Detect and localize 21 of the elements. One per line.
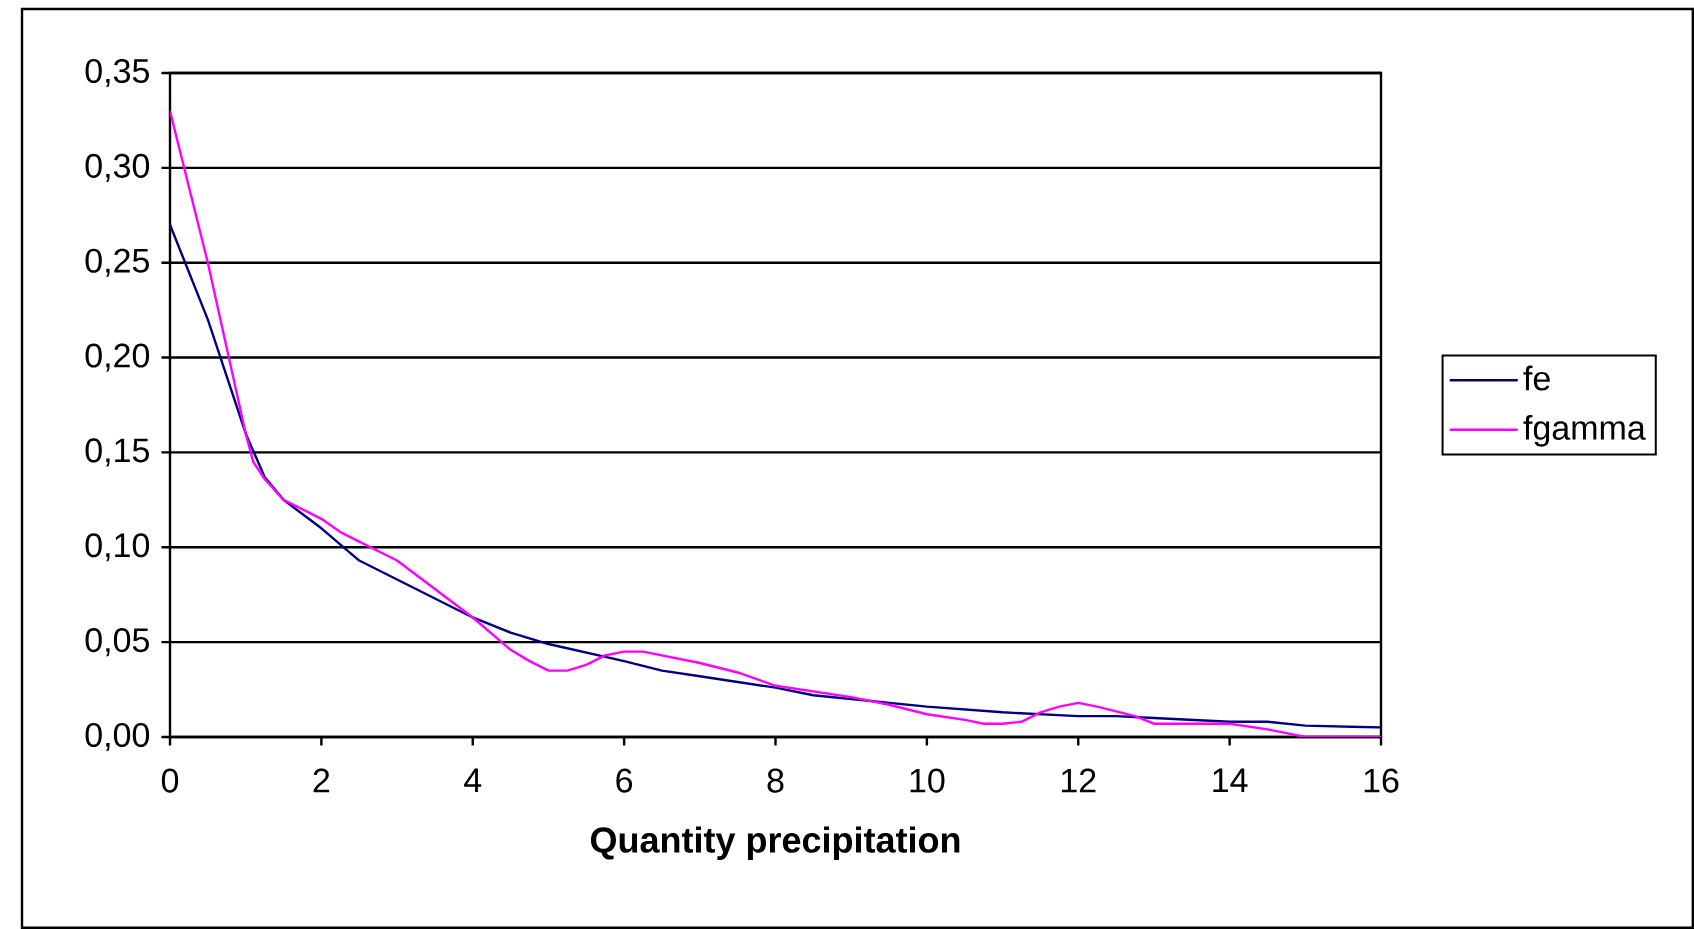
x-tick-label: 10 bbox=[910, 768, 945, 793]
y-tick-label: 0,20 bbox=[85, 343, 150, 372]
y-tick-label: 0,00 bbox=[85, 722, 150, 752]
legend-label: fgamma bbox=[1523, 415, 1646, 447]
x-tick-label: 8 bbox=[767, 768, 784, 793]
x-tick-label: 6 bbox=[616, 768, 633, 793]
y-tick-label: 0,05 bbox=[85, 628, 149, 657]
y-tick-label: 0,30 bbox=[85, 153, 150, 182]
x-tick-label: 14 bbox=[1213, 768, 1248, 792]
y-tick-label: 0,25 bbox=[85, 248, 149, 277]
x-tick-label: 0 bbox=[161, 768, 179, 793]
legend-label: fe bbox=[1523, 365, 1550, 391]
y-tick-label: 0,10 bbox=[85, 533, 150, 562]
x-tick-label: 2 bbox=[313, 768, 330, 793]
x-tick-label: 16 bbox=[1364, 768, 1399, 793]
x-axis-title: Quantity precipitation bbox=[590, 826, 960, 860]
x-tick-label: 4 bbox=[464, 768, 482, 792]
y-tick-label: 0,15 bbox=[85, 438, 149, 467]
x-tick-label: 12 bbox=[1061, 768, 1096, 793]
line-series bbox=[170, 223, 1381, 729]
y-tick-label: 0,35 bbox=[85, 58, 149, 88]
